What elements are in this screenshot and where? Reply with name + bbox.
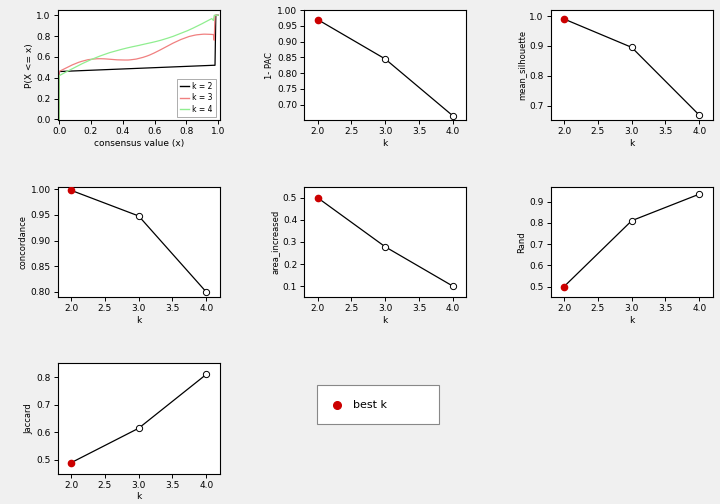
X-axis label: k: k [629, 316, 634, 325]
X-axis label: k: k [136, 316, 141, 325]
Y-axis label: mean_silhouette: mean_silhouette [518, 30, 526, 100]
X-axis label: k: k [629, 139, 634, 148]
Y-axis label: area_increased: area_increased [271, 210, 280, 274]
Y-axis label: P(X <= x): P(X <= x) [24, 43, 34, 88]
Y-axis label: concordance: concordance [19, 215, 28, 269]
Legend: k = 2, k = 3, k = 4: k = 2, k = 3, k = 4 [177, 79, 216, 116]
X-axis label: consensus value (x): consensus value (x) [94, 139, 184, 148]
X-axis label: k: k [136, 492, 141, 501]
Y-axis label: Rand: Rand [518, 231, 526, 253]
Y-axis label: 1- PAC: 1- PAC [265, 52, 274, 79]
Y-axis label: Jaccard: Jaccard [24, 403, 34, 434]
X-axis label: k: k [382, 316, 388, 325]
Text: best k: best k [353, 400, 387, 410]
X-axis label: k: k [382, 139, 388, 148]
